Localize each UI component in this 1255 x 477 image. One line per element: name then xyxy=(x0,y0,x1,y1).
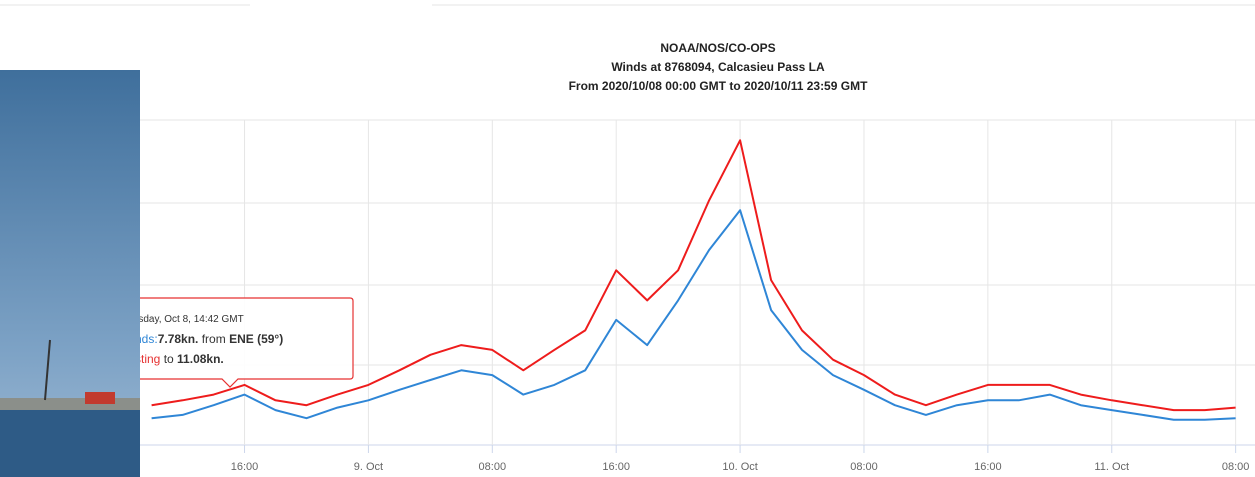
photo-shore xyxy=(0,398,140,412)
plot-area xyxy=(151,139,1236,421)
x-tick-label: 08:00 xyxy=(1222,461,1250,473)
tooltip-gust: sting to 11.08kn. xyxy=(135,352,224,366)
tooltip-value: 7.78kn. xyxy=(158,332,199,346)
x-tick-label: 08:00 xyxy=(479,461,507,473)
chart: NOAA/NOS/CO-OPS Winds at 8768094, Calcas… xyxy=(127,41,1255,473)
tooltip-text: from xyxy=(198,332,229,346)
x-tick-label: 16:00 xyxy=(231,461,259,473)
photo-water xyxy=(0,410,140,477)
x-tick-label: 9. Oct xyxy=(354,461,383,473)
x-tick-label: 16:00 xyxy=(602,461,630,473)
tooltip-box xyxy=(127,297,354,388)
series-line xyxy=(151,139,1236,412)
photo-boat xyxy=(85,392,115,404)
photo xyxy=(0,70,140,477)
tooltip-text: to xyxy=(160,352,177,366)
x-tick-label: 16:00 xyxy=(974,461,1002,473)
series-line xyxy=(151,209,1236,421)
tooltip-value: 11.08kn. xyxy=(177,352,224,366)
tooltip-wind: nds:7.78kn. from ENE (59°) xyxy=(135,332,283,346)
tooltip-direction: ENE (59°) xyxy=(229,332,283,346)
x-tick-label: 10. Oct xyxy=(722,461,757,473)
tooltip-label: sting xyxy=(135,352,160,366)
tooltip-label: nds: xyxy=(135,332,158,346)
chart-title: NOAA/NOS/CO-OPS xyxy=(660,41,775,55)
photo-crane xyxy=(44,339,51,401)
x-tick-label: 11. Oct xyxy=(1094,461,1129,473)
chart-subtitle: From 2020/10/08 00:00 GMT to 2020/10/11 … xyxy=(569,79,868,93)
tooltip: rsday, Oct 8, 14:42 GMT nds:7.78kn. from… xyxy=(127,297,354,388)
tooltip-date: rsday, Oct 8, 14:42 GMT xyxy=(135,314,244,325)
x-tick-label: 08:00 xyxy=(850,461,878,473)
chart-subtitle: Winds at 8768094, Calcasieu Pass LA xyxy=(611,60,825,74)
